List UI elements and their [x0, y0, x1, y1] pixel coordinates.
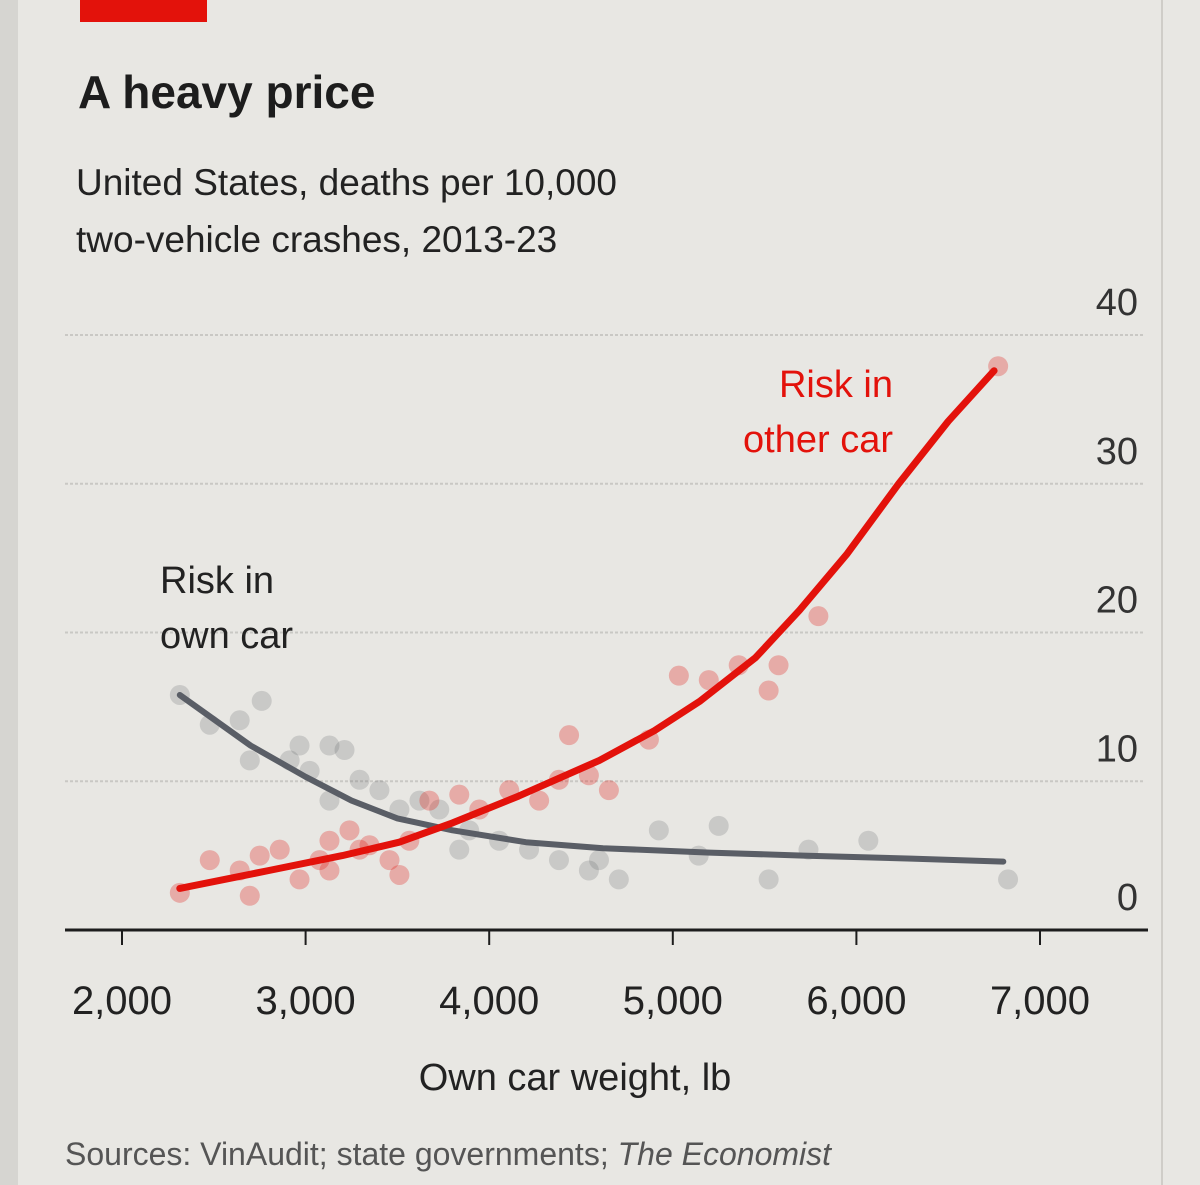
- point-risk-other-car: [758, 680, 779, 701]
- x-tick-label: 2,000: [72, 979, 172, 1023]
- point-risk-other-car: [419, 790, 440, 811]
- source-note: Sources: VinAudit; state governments; Th…: [65, 1136, 832, 1172]
- point-risk-own-car: [449, 839, 470, 860]
- chart-subtitle-line-2: two-vehicle crashes, 2013-23: [76, 219, 557, 260]
- point-risk-own-car: [239, 750, 260, 771]
- point-risk-other-car: [319, 860, 340, 881]
- x-tick-label: 7,000: [990, 979, 1090, 1023]
- chart-title: A heavy price: [78, 66, 375, 118]
- label-risk-own-car-line-2: own car: [160, 615, 293, 657]
- point-risk-own-car: [289, 735, 310, 756]
- point-risk-own-car: [319, 735, 340, 756]
- y-tick-labels: 0 10 20 30 40: [1096, 282, 1138, 919]
- chart-subtitle-line-1: United States, deaths per 10,000: [76, 162, 617, 203]
- y-tick-label: 10: [1096, 728, 1138, 770]
- y-tick-label: 20: [1096, 580, 1138, 622]
- source-text: Sources: VinAudit; state governments;: [65, 1136, 618, 1172]
- accent-bar: [80, 0, 207, 22]
- x-tick-label: 3,000: [256, 979, 356, 1023]
- point-risk-own-car: [578, 860, 599, 881]
- curve-risk-own-car: [176, 692, 1007, 865]
- point-risk-own-car: [588, 850, 609, 871]
- point-risk-other-car: [698, 670, 719, 691]
- point-risk-other-car: [319, 830, 340, 851]
- point-risk-other-car: [339, 820, 360, 841]
- point-risk-other-car: [529, 790, 550, 811]
- label-risk-other-car-line-1: Risk in: [779, 364, 893, 406]
- trend-curves: [176, 367, 1007, 892]
- point-risk-own-car: [349, 769, 370, 790]
- point-risk-other-car: [289, 869, 310, 890]
- y-tick-label: 0: [1117, 877, 1138, 919]
- point-risk-other-car: [389, 864, 410, 885]
- point-risk-other-car: [808, 606, 829, 627]
- point-risk-own-car: [688, 845, 709, 866]
- point-risk-other-car: [269, 839, 290, 860]
- x-axis-label: Own car weight, lb: [419, 1057, 732, 1099]
- point-risk-other-car: [199, 850, 220, 871]
- x-tick-label: 4,000: [439, 979, 539, 1023]
- x-axis: 2,000 3,000 4,000 5,000 6,000 7,000: [65, 928, 1148, 1023]
- point-risk-other-car: [249, 845, 270, 866]
- point-risk-own-car: [708, 815, 729, 836]
- point-risk-other-car: [598, 780, 619, 801]
- label-risk-own-car-line-1: Risk in: [160, 560, 274, 602]
- point-risk-own-car: [608, 869, 629, 890]
- point-risk-other-car: [449, 784, 470, 805]
- point-risk-own-car: [758, 869, 779, 890]
- x-tick-label: 6,000: [806, 979, 906, 1023]
- point-risk-own-car: [369, 780, 390, 801]
- point-risk-own-car: [251, 690, 272, 711]
- source-publisher: The Economist: [618, 1136, 833, 1172]
- point-risk-other-car: [239, 885, 260, 906]
- y-tick-label: 30: [1096, 431, 1138, 473]
- point-risk-other-car: [668, 665, 689, 686]
- point-risk-own-car: [648, 820, 669, 841]
- point-risk-own-car: [334, 740, 355, 761]
- point-risk-own-car: [548, 850, 569, 871]
- point-risk-other-car: [768, 655, 789, 676]
- curve-risk-other-car: [176, 367, 998, 892]
- label-risk-other-car-line-2: other car: [743, 419, 893, 461]
- y-tick-label: 40: [1096, 282, 1138, 324]
- x-tick-label: 5,000: [623, 979, 723, 1023]
- point-risk-own-car: [229, 710, 250, 731]
- point-risk-other-car: [559, 725, 580, 746]
- point-risk-other-car: [379, 850, 400, 871]
- point-risk-own-car: [858, 830, 879, 851]
- point-risk-own-car: [409, 790, 430, 811]
- gridlines: [65, 334, 1145, 783]
- point-risk-own-car: [429, 799, 450, 820]
- point-risk-own-car: [319, 790, 340, 811]
- left-page-edge: [0, 0, 18, 1185]
- point-risk-own-car: [998, 869, 1019, 890]
